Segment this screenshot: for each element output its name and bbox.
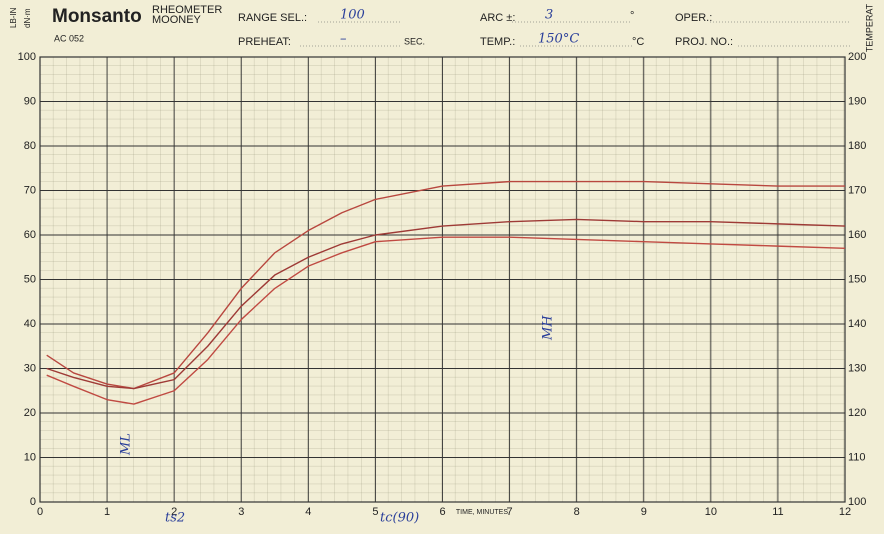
y-tick-label: 100 — [18, 51, 36, 63]
y2-tick-label: 140 — [848, 318, 866, 330]
y-tick-label: 90 — [24, 95, 36, 107]
x-tick-label: 4 — [305, 506, 311, 518]
y-tick-label: 10 — [24, 451, 36, 463]
x-tick-label: 1 — [104, 506, 110, 518]
x-tick-label: 6 — [439, 506, 445, 518]
label: ARC ±: — [480, 12, 515, 24]
annotation: MH — [541, 315, 556, 341]
y2-tick-label: 190 — [848, 95, 866, 107]
x-tick-label: 0 — [37, 506, 43, 518]
value: – — [340, 32, 347, 47]
y-tick-label: 30 — [24, 362, 36, 374]
x-tick-label: 3 — [238, 506, 244, 518]
y2-tick-label: 170 — [848, 184, 866, 196]
y2-tick-label: 120 — [848, 407, 866, 419]
label: PROJ. NO.: — [675, 36, 733, 48]
x-tick-label: 8 — [574, 506, 580, 518]
annotation: ts2 — [165, 511, 185, 526]
option: MOONEY — [152, 14, 202, 26]
y2-tick-label: 200 — [848, 51, 866, 63]
value: 100 — [340, 8, 365, 23]
axis-title: TEMPERAT — [864, 3, 874, 52]
annotation: ML — [119, 433, 134, 456]
code: AC 052 — [54, 33, 84, 43]
x-tick-label: 5 — [372, 506, 378, 518]
y2-tick-label: 110 — [848, 451, 866, 463]
x-tick-label: 11 — [772, 506, 783, 518]
value: 3 — [545, 8, 553, 23]
unit: ° — [630, 10, 634, 22]
y-tick-label: 60 — [24, 229, 36, 241]
label: OPER.: — [675, 12, 712, 24]
y-tick-label: 20 — [24, 407, 36, 419]
x-tick-label: 9 — [641, 506, 647, 518]
unit: SEC. — [404, 36, 425, 46]
label: TEMP.: — [480, 36, 515, 48]
y-tick-label: 0 — [30, 496, 36, 508]
y2-tick-label: 160 — [848, 229, 866, 241]
y2-tick-label: 150 — [848, 273, 866, 285]
rheometer-chart: LB-IN dN·m Monsanto RHEOMETER MOONEY AC … — [0, 0, 884, 534]
y-tick-label: 80 — [24, 140, 36, 152]
y-tick-label: 70 — [24, 184, 36, 196]
x-tick-label: 10 — [705, 506, 717, 518]
y2-tick-label: 180 — [848, 140, 866, 152]
label: RANGE SEL.: — [238, 12, 307, 24]
x-tick-label: 12 — [839, 506, 851, 518]
value: 150°C — [538, 32, 579, 47]
brand: Monsanto — [52, 6, 142, 27]
y-tick-label: 40 — [24, 318, 36, 330]
y-tick-label: 50 — [24, 273, 36, 285]
y2-tick-label: 130 — [848, 362, 866, 374]
unit: °C — [632, 36, 644, 48]
annotation: tc(90) — [380, 511, 419, 526]
unit: LB-IN — [9, 7, 18, 28]
unit: dN·m — [23, 8, 32, 28]
label: PREHEAT: — [238, 36, 291, 48]
x-axis-label: TIME, MINUTES — [456, 509, 508, 516]
